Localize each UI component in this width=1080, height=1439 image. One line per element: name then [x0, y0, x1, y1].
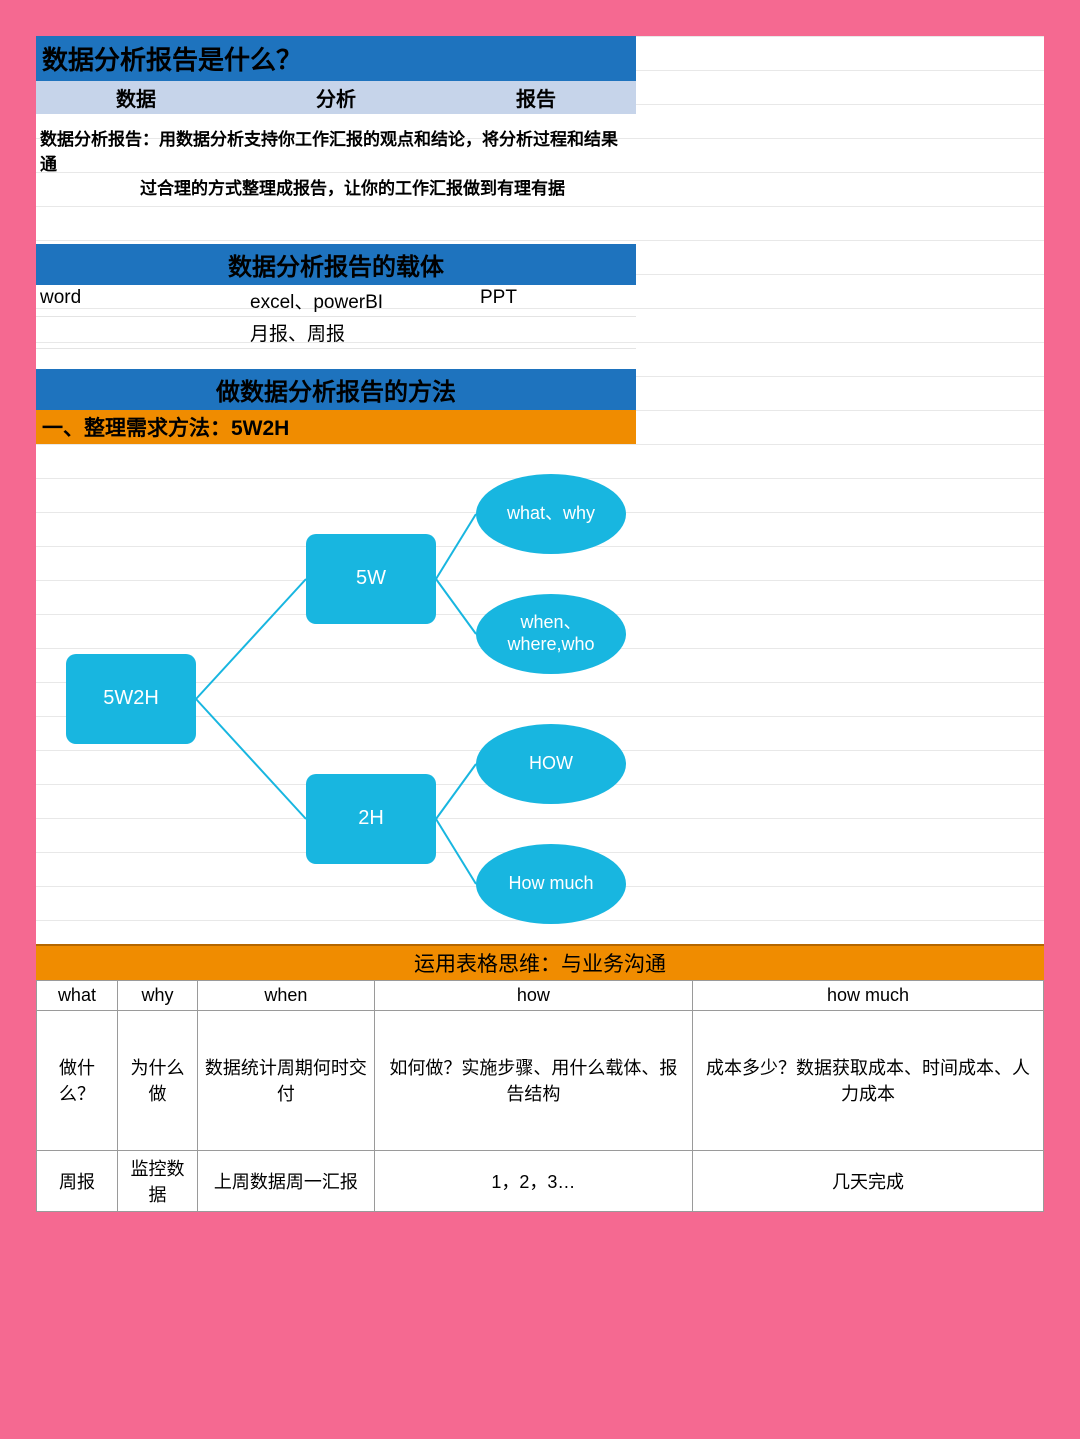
cell-what-ex: 周报: [37, 1150, 118, 1211]
table-header-row: what why when how how much: [37, 980, 1044, 1010]
th-what: what: [37, 980, 118, 1010]
desc-line1: 数据分析报告：用数据分析支持你工作汇报的观点和结论，将分析过程和结果通: [40, 128, 632, 177]
section1-columns: 数据 分析 报告: [36, 81, 636, 114]
cell-howmuch: 成本多少？数据获取成本、时间成本、人力成本: [693, 1010, 1044, 1150]
cell-when: 数据统计周期何时交付: [198, 1010, 375, 1150]
table-row: 周报 监控数据 上周数据周一汇报 1，2，3… 几天完成: [37, 1150, 1044, 1211]
cell-what: 做什么？: [37, 1010, 118, 1150]
carrier-subnote: 月报、周报: [246, 317, 476, 348]
communication-table: what why when how how much 做什么？ 为什么做 数据统…: [36, 980, 1044, 1212]
section3-subtitle: 一、整理需求方法：5W2H: [36, 410, 636, 444]
node-how: HOW: [476, 724, 626, 804]
carrier-row1: word excel、powerBI PPT: [36, 285, 636, 317]
cell-how-ex: 1，2，3…: [374, 1150, 692, 1211]
cell-why: 为什么做: [117, 1010, 197, 1150]
node-what-why: what、why: [476, 474, 626, 554]
carrier-word: word: [36, 285, 246, 316]
th-how: how: [374, 980, 692, 1010]
table-row: 做什么？ 为什么做 数据统计周期何时交付 如何做？实施步骤、用什么载体、报告结构…: [37, 1010, 1044, 1150]
node-5w2h: 5W2H: [66, 654, 196, 744]
node-when-where-who: when、where,who: [476, 594, 626, 674]
col-data: 数据: [36, 81, 236, 114]
section1-title: 数据分析报告是什么？: [36, 36, 636, 81]
col-report: 报告: [436, 81, 636, 114]
node-2h: 2H: [306, 774, 436, 864]
section3-title: 做数据分析报告的方法: [36, 369, 636, 410]
carrier-ppt: PPT: [476, 285, 636, 316]
cell-how: 如何做？实施步骤、用什么载体、报告结构: [374, 1010, 692, 1150]
section2-title: 数据分析报告的载体: [36, 244, 636, 285]
cell-why-ex: 监控数据: [117, 1150, 197, 1211]
node-how-much: How much: [476, 844, 626, 924]
section4-title: 运用表格思维：与业务沟通: [36, 944, 1044, 980]
carrier-excel: excel、powerBI: [246, 285, 476, 316]
spreadsheet-sheet: 数据分析报告是什么？ 数据 分析 报告 数据分析报告：用数据分析支持你工作汇报的…: [36, 36, 1044, 1212]
cell-when-ex: 上周数据周一汇报: [198, 1150, 375, 1211]
th-when: when: [198, 980, 375, 1010]
carrier-row2: 月报、周报: [36, 317, 636, 349]
node-5w: 5W: [306, 534, 436, 624]
diagram-5w2h: 5W2H5W2Hwhat、whywhen、where,whoHOWHow muc…: [36, 444, 636, 944]
upper-region: 数据分析报告是什么？ 数据 分析 报告 数据分析报告：用数据分析支持你工作汇报的…: [36, 36, 1044, 944]
col-analyze: 分析: [236, 81, 436, 114]
cell-howmuch-ex: 几天完成: [693, 1150, 1044, 1211]
desc-line2: 过合理的方式整理成报告，让你的工作汇报做到有理有据: [40, 177, 632, 202]
th-howmuch: how much: [693, 980, 1044, 1010]
section1-description: 数据分析报告：用数据分析支持你工作汇报的观点和结论，将分析过程和结果通 过合理的…: [36, 114, 636, 210]
th-why: why: [117, 980, 197, 1010]
